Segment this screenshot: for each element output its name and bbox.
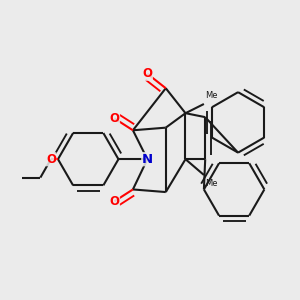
- Text: Me: Me: [205, 179, 218, 188]
- Text: O: O: [110, 112, 119, 125]
- Text: Me: Me: [205, 91, 218, 100]
- Text: N: N: [142, 153, 153, 166]
- Text: O: O: [110, 195, 119, 208]
- Text: O: O: [142, 67, 152, 80]
- Text: O: O: [46, 153, 56, 166]
